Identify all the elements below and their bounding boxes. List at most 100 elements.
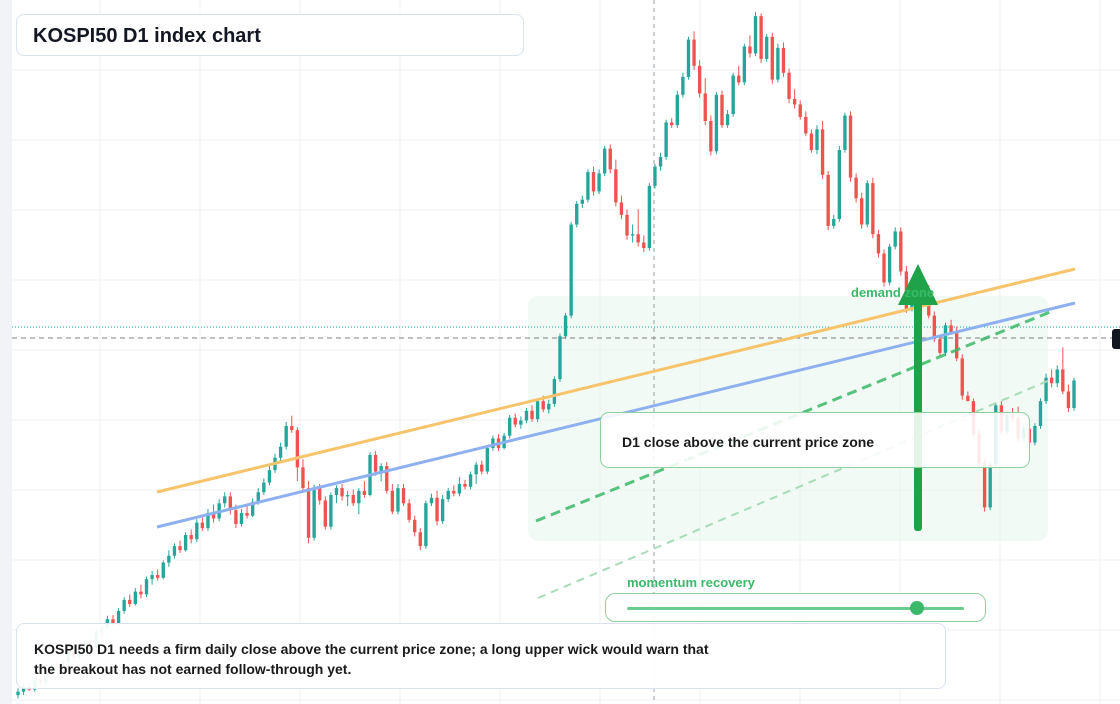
candle[interactable]	[776, 43, 780, 83]
candle[interactable]	[608, 144, 612, 174]
candle[interactable]	[156, 569, 160, 581]
candle[interactable]	[457, 477, 462, 497]
candle[interactable]	[759, 13, 763, 64]
candle[interactable]	[664, 119, 668, 160]
candle[interactable]	[446, 488, 450, 502]
candle[interactable]	[966, 391, 970, 402]
candle[interactable]	[882, 249, 886, 287]
candle[interactable]	[312, 484, 316, 541]
candle[interactable]	[792, 89, 797, 109]
candle[interactable]	[144, 576, 149, 598]
candle[interactable]	[843, 112, 847, 153]
candle[interactable]	[323, 496, 327, 530]
candle[interactable]	[1033, 423, 1037, 446]
candle[interactable]	[474, 461, 478, 484]
candle[interactable]	[519, 416, 523, 429]
candle[interactable]	[753, 12, 758, 57]
candle[interactable]	[714, 92, 719, 155]
candle[interactable]	[508, 414, 512, 439]
candle[interactable]	[262, 478, 266, 495]
candle[interactable]	[580, 195, 584, 208]
candle[interactable]	[334, 485, 339, 504]
candle[interactable]	[893, 227, 897, 250]
candle[interactable]	[854, 173, 858, 203]
candle[interactable]	[692, 31, 696, 70]
candle[interactable]	[647, 183, 652, 251]
candle[interactable]	[413, 515, 417, 537]
candle[interactable]	[1072, 377, 1076, 411]
candle[interactable]	[172, 543, 177, 559]
candle[interactable]	[988, 461, 992, 511]
candle[interactable]	[586, 169, 590, 203]
candle[interactable]	[122, 597, 126, 614]
candle[interactable]	[1066, 384, 1071, 413]
candle[interactable]	[178, 540, 182, 553]
candle[interactable]	[591, 166, 596, 196]
candle[interactable]	[720, 90, 724, 128]
candle[interactable]	[832, 214, 836, 229]
candle[interactable]	[463, 479, 467, 490]
candle[interactable]	[133, 588, 138, 606]
candle[interactable]	[284, 421, 288, 450]
candle[interactable]	[670, 118, 674, 128]
candle[interactable]	[245, 506, 249, 519]
candle[interactable]	[815, 125, 819, 155]
candle[interactable]	[16, 688, 20, 699]
candle[interactable]	[530, 405, 534, 422]
candle[interactable]	[485, 445, 490, 475]
candle[interactable]	[189, 529, 193, 544]
candle[interactable]	[860, 192, 864, 229]
candle[interactable]	[167, 550, 171, 567]
candle[interactable]	[139, 584, 143, 599]
candle[interactable]	[569, 221, 573, 319]
candle[interactable]	[480, 460, 484, 475]
candle[interactable]	[524, 408, 529, 424]
candle[interactable]	[681, 72, 685, 98]
candle[interactable]	[642, 235, 646, 253]
candle[interactable]	[899, 227, 903, 276]
candle[interactable]	[1038, 398, 1043, 429]
candle[interactable]	[614, 159, 618, 207]
candle[interactable]	[345, 490, 350, 507]
candle[interactable]	[742, 43, 747, 86]
candle[interactable]	[1055, 365, 1059, 388]
candle[interactable]	[943, 322, 948, 356]
momentum-slider[interactable]	[605, 593, 986, 622]
candle[interactable]	[558, 333, 562, 382]
candle[interactable]	[429, 493, 434, 507]
candle[interactable]	[357, 488, 361, 515]
candle[interactable]	[278, 442, 283, 461]
candle[interactable]	[150, 570, 154, 585]
candle[interactable]	[597, 169, 601, 195]
candle[interactable]	[295, 427, 300, 482]
candle[interactable]	[938, 334, 942, 356]
candle[interactable]	[552, 376, 557, 407]
candle[interactable]	[804, 111, 808, 137]
candle[interactable]	[865, 180, 869, 228]
candle[interactable]	[625, 209, 629, 240]
candle[interactable]	[653, 163, 657, 189]
candle[interactable]	[748, 35, 752, 58]
candle[interactable]	[435, 490, 439, 526]
candle[interactable]	[390, 483, 395, 515]
candle[interactable]	[267, 466, 272, 486]
candle[interactable]	[401, 483, 406, 507]
candle[interactable]	[871, 177, 875, 239]
candle[interactable]	[128, 594, 132, 607]
candle[interactable]	[686, 36, 691, 80]
candle[interactable]	[787, 68, 791, 104]
candle[interactable]	[709, 115, 713, 156]
candle[interactable]	[290, 415, 294, 433]
candle[interactable]	[183, 532, 188, 552]
candle[interactable]	[820, 121, 825, 179]
candle[interactable]	[491, 435, 495, 451]
candle[interactable]	[826, 170, 830, 231]
candle[interactable]	[837, 145, 842, 222]
candle[interactable]	[675, 90, 679, 128]
candle[interactable]	[876, 230, 881, 258]
candle[interactable]	[960, 354, 964, 400]
candle[interactable]	[1044, 373, 1048, 404]
candle[interactable]	[407, 499, 411, 523]
candle[interactable]	[351, 489, 355, 507]
candle[interactable]	[200, 517, 205, 531]
